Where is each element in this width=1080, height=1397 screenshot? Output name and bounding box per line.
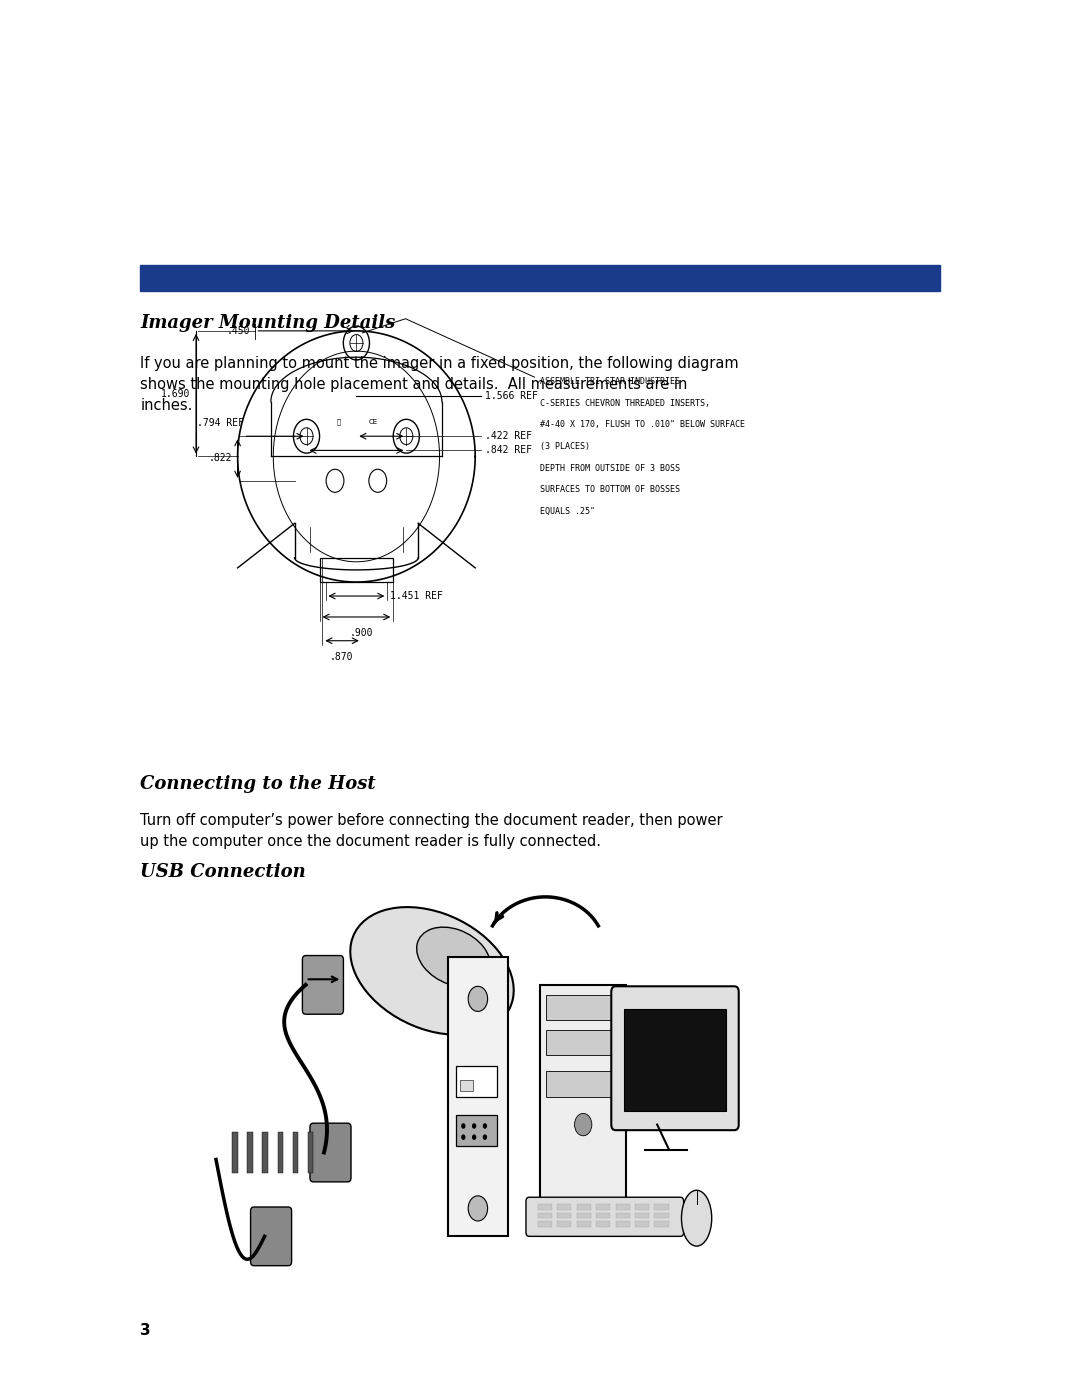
Text: 1.690: 1.690 [161,388,190,398]
Circle shape [468,986,488,1011]
Bar [308,1132,313,1173]
Circle shape [483,1123,487,1129]
Bar [557,1204,571,1210]
Bar [616,1221,630,1227]
Circle shape [472,1134,476,1140]
Bar [456,1115,497,1146]
Bar [546,1071,620,1097]
FancyBboxPatch shape [251,1207,292,1266]
Text: #4-40 X 170, FLUSH TO .010" BELOW SURFACE: #4-40 X 170, FLUSH TO .010" BELOW SURFAC… [540,420,745,429]
Bar [557,1213,571,1218]
Circle shape [472,1123,476,1129]
Bar [448,957,508,1236]
Bar [546,995,620,1020]
FancyBboxPatch shape [310,1123,351,1182]
Circle shape [461,1123,465,1129]
Bar [460,1080,473,1091]
FancyBboxPatch shape [302,956,343,1014]
Circle shape [483,1134,487,1140]
Text: CE: CE [368,419,377,425]
Text: 1.451 REF: 1.451 REF [390,591,443,601]
Bar [557,1221,571,1227]
Text: USB Connection: USB Connection [140,863,306,882]
FancyBboxPatch shape [611,986,739,1130]
Bar [654,1221,669,1227]
Bar [577,1204,591,1210]
Bar [577,1221,591,1227]
Ellipse shape [417,928,490,986]
Text: Connecting to the Host: Connecting to the Host [140,775,376,793]
Bar [635,1221,649,1227]
Bar [140,265,940,291]
Text: EQUALS .25": EQUALS .25" [540,507,595,515]
Bar [320,557,393,583]
Ellipse shape [681,1190,712,1246]
Bar [456,1066,497,1097]
Bar [538,1221,552,1227]
Bar [546,1030,620,1055]
Text: Imager Mounting Details: Imager Mounting Details [140,314,395,332]
FancyBboxPatch shape [526,1197,684,1236]
Bar [278,1132,283,1173]
Bar [538,1204,552,1210]
Text: SURFACES TO BOTTOM OF BOSSES: SURFACES TO BOTTOM OF BOSSES [540,486,680,495]
Circle shape [461,1134,465,1140]
Text: If you are planning to mount the imager in a fixed position, the following diagr: If you are planning to mount the imager … [140,356,739,414]
Bar [596,1213,610,1218]
Bar [538,1213,552,1218]
Bar [654,1204,669,1210]
Text: .422 REF: .422 REF [485,432,531,441]
Text: Ⓡ: Ⓡ [337,419,340,425]
Bar [616,1204,630,1210]
Text: .900: .900 [350,629,374,638]
Bar [262,1132,268,1173]
Bar [293,1132,298,1173]
Bar [596,1221,610,1227]
Text: .842 REF: .842 REF [485,446,531,455]
Text: .870: .870 [329,652,353,662]
Text: .794 REF: .794 REF [197,418,244,427]
Text: ASSEMBLE TRI-STAR INDUSTRIES: ASSEMBLE TRI-STAR INDUSTRIES [540,377,680,386]
Bar [232,1132,238,1173]
Bar [540,985,626,1236]
Text: 1.566 REF: 1.566 REF [485,391,538,401]
Bar [247,1132,253,1173]
Bar [635,1213,649,1218]
Text: DEPTH FROM OUTSIDE OF 3 BOSS: DEPTH FROM OUTSIDE OF 3 BOSS [540,464,680,472]
Bar [654,1213,669,1218]
Bar [624,1009,726,1111]
Circle shape [468,1196,488,1221]
Bar [596,1204,610,1210]
Circle shape [575,1113,592,1136]
Text: .450: .450 [227,326,251,335]
Bar [577,1213,591,1218]
Text: .822: .822 [208,454,232,464]
Text: 3: 3 [140,1323,151,1338]
Text: Turn off computer’s power before connecting the document reader, then power
up t: Turn off computer’s power before connect… [140,813,723,849]
Text: (3 PLACES): (3 PLACES) [540,441,590,451]
Ellipse shape [350,907,514,1035]
Bar [635,1204,649,1210]
Bar [616,1213,630,1218]
Text: C-SERIES CHEVRON THREADED INSERTS,: C-SERIES CHEVRON THREADED INSERTS, [540,400,710,408]
